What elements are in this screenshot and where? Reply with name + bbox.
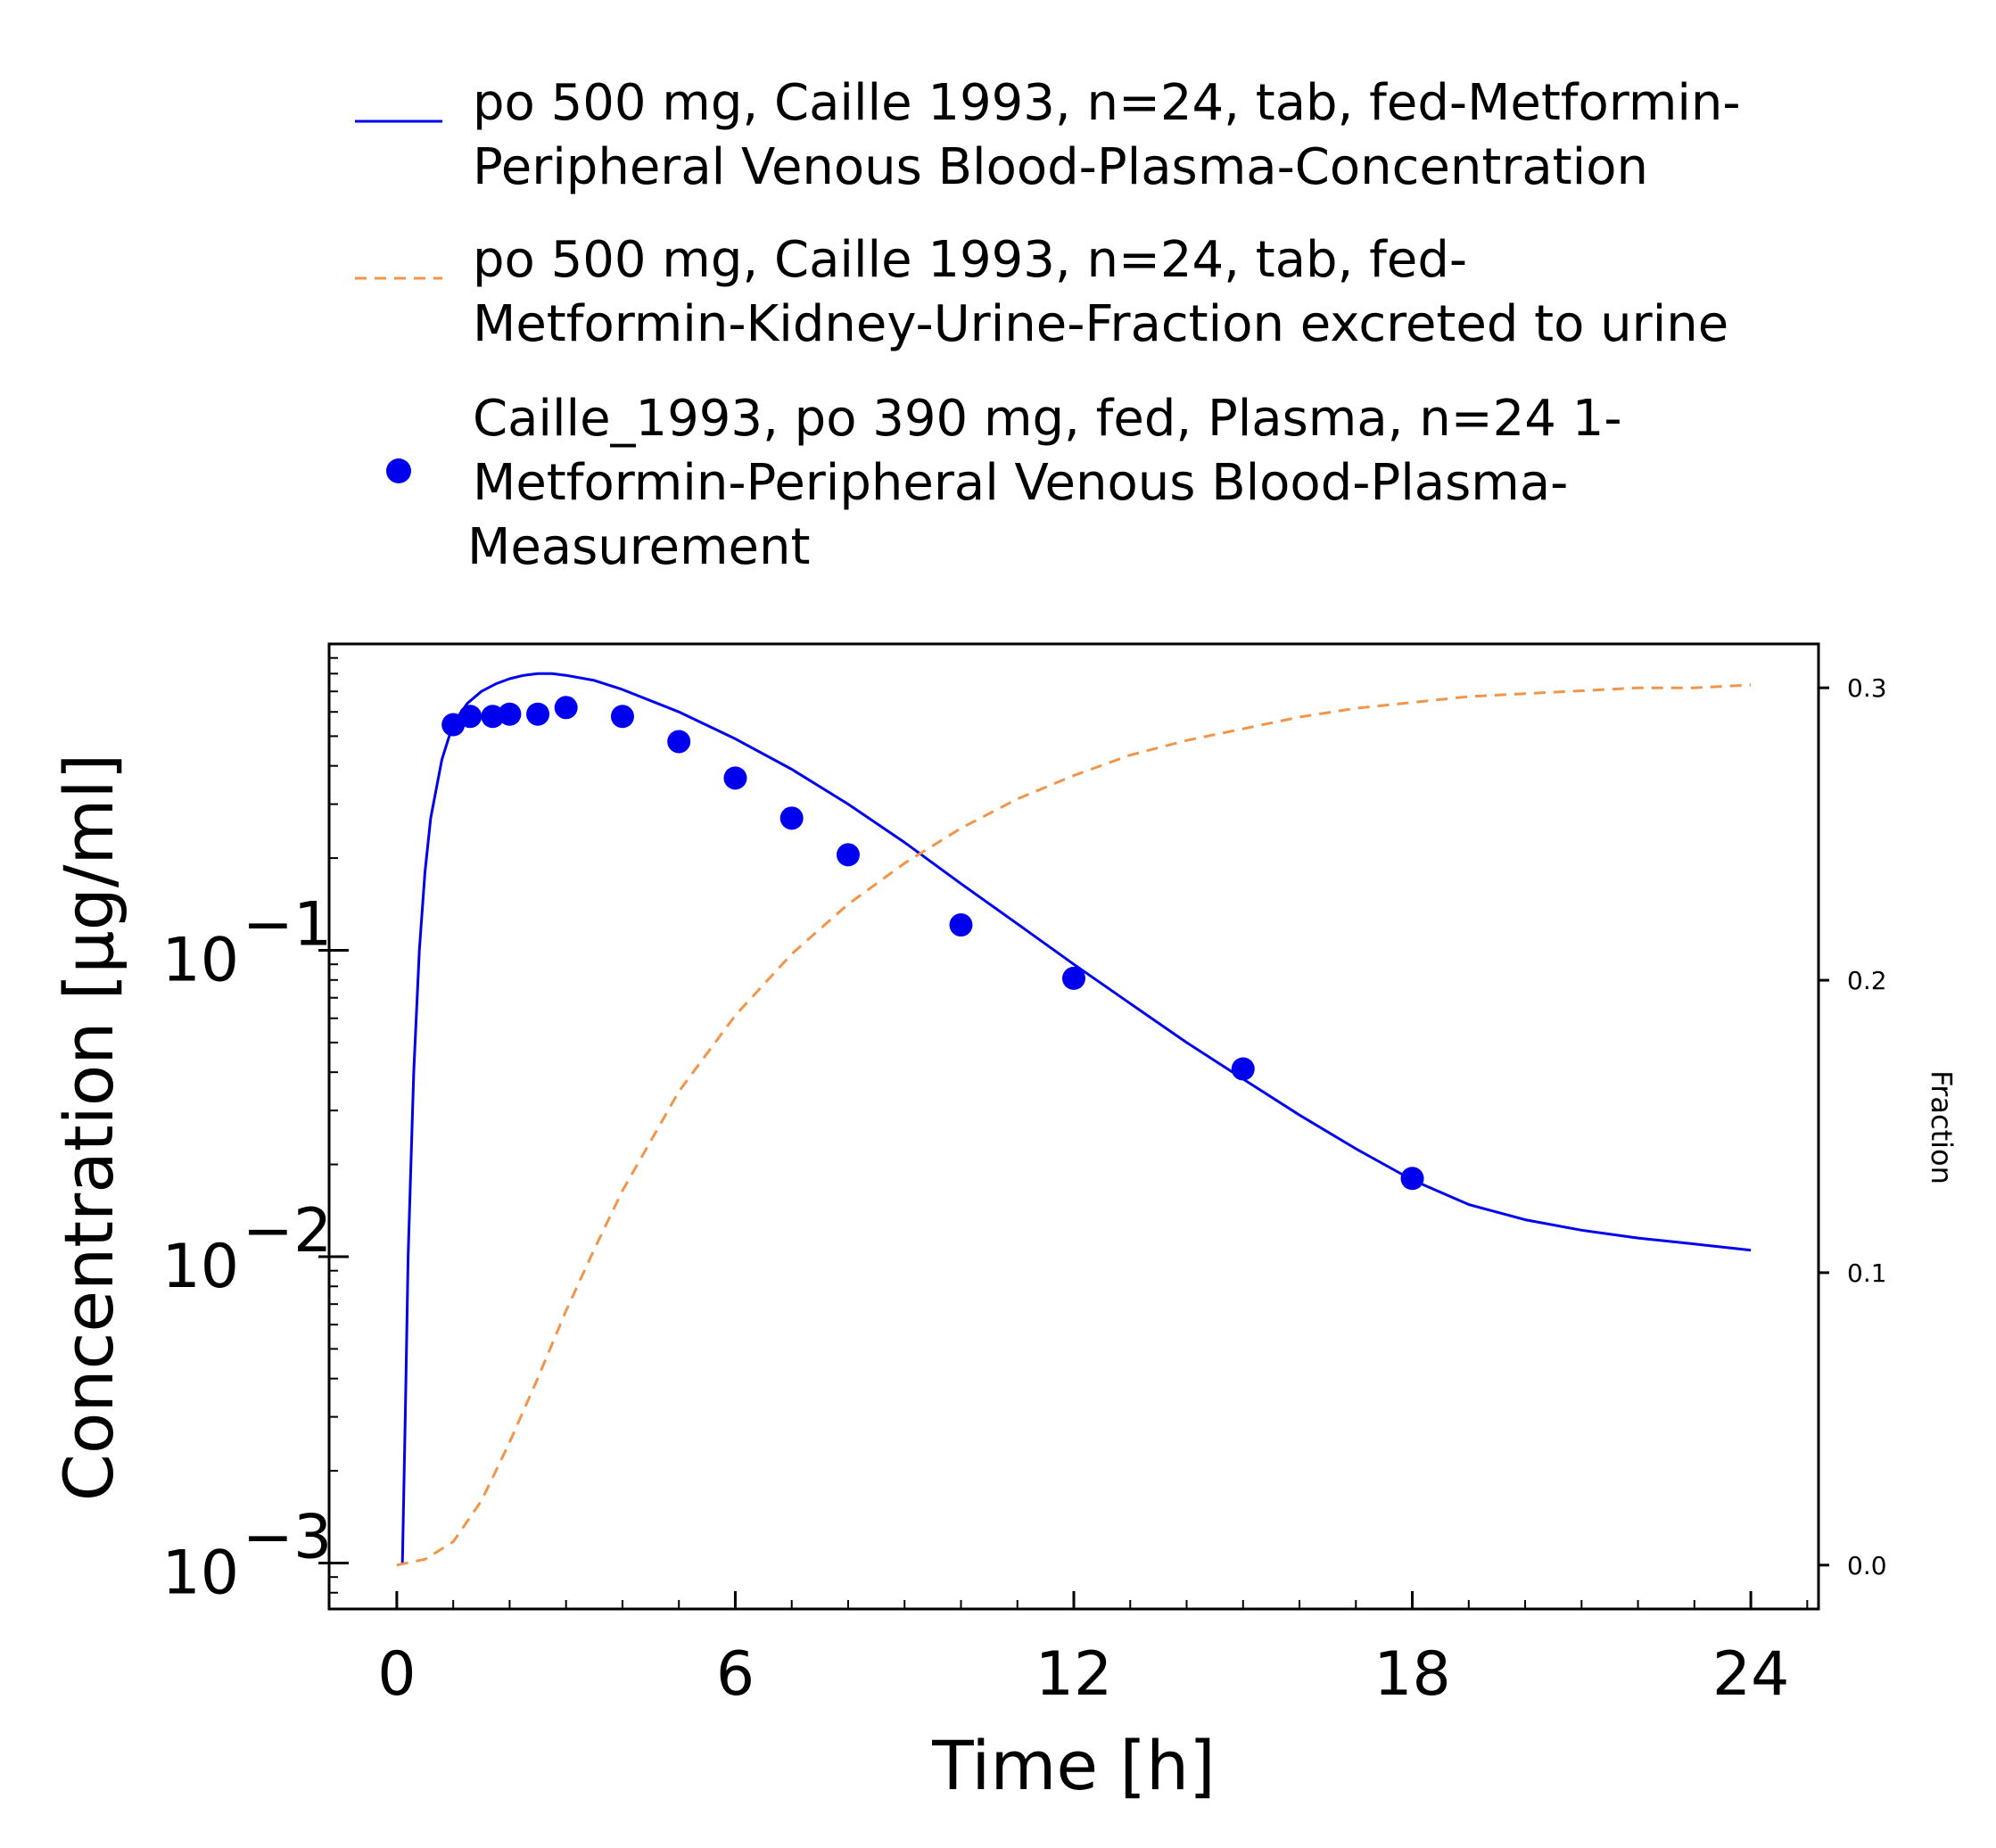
data-point-measurement [667,730,691,754]
series-line-fraction-urine [396,683,1752,1567]
legend-label-measurement-line3: Measurement [467,518,810,576]
minor-ticks [329,656,1809,1609]
y-axis-right: 0.0 0.1 0.2 0.3 [1819,673,1887,1580]
y-axis-left: 10−110−210−3 [161,889,349,1608]
legend-label-concentration-line1: po 500 mg, Caille 1993, n=24, tab, fed-M… [473,74,1741,132]
data-point-measurement [526,702,550,726]
y2-tick-label: 0.3 [1847,673,1887,703]
data-point-measurement [1400,1167,1424,1191]
data-point-measurement [723,766,747,790]
y2-axis-title: Fraction [1925,1070,1959,1184]
y2-tick-label: 0.2 [1847,966,1887,995]
series-line-plasma-concentration [400,672,1752,1563]
data-point-measurement [458,705,483,729]
legend-label-concentration-line2: Peripheral Venous Blood-Plasma-Concentra… [473,138,1648,196]
x-axis: 0 6 12 18 24 [377,1591,1789,1710]
data-point-measurement [610,705,634,729]
legend-marker-measurement-dot [386,458,411,483]
plot-area [327,642,1820,1611]
data-point-measurement [481,705,505,729]
legend-label-fraction-line2: Metformin-Kidney-Urine-Fraction excreted… [473,295,1728,353]
legend: po 500 mg, Caille 1993, n=24, tab, fed- M… [355,74,1741,576]
data-point-measurement [1231,1057,1255,1081]
y-tick-label-exponent: −2 [243,1196,332,1266]
y2-tick-label: 0.1 [1847,1258,1887,1288]
data-point-measurement [498,702,522,726]
data-point-measurement [1062,966,1085,990]
x-tick-label: 0 [377,1639,416,1710]
y-tick-label-base: 10 [161,1538,239,1608]
data-point-measurement [836,843,860,867]
y-tick-label-exponent: −3 [243,1502,332,1572]
series-layer [396,672,1752,1567]
legend-label-fraction-line1: po 500 mg, Caille 1993, n=24, tab, fed- [473,231,1467,289]
y-tick-label-base: 10 [161,1232,239,1302]
legend-label-measurement-line2: Metformin-Peripheral Venous Blood-Plasma… [473,454,1568,512]
data-point-measurement [554,696,578,720]
data-point-measurement [779,806,804,830]
y2-tick-label: 0.0 [1847,1551,1887,1580]
x-axis-title: Time [h] [931,1726,1216,1805]
x-tick-label: 18 [1373,1639,1451,1710]
data-point-measurement [949,913,973,937]
y-tick-label-exponent: −1 [243,889,332,960]
x-tick-label: 24 [1712,1639,1790,1710]
x-tick-label: 12 [1035,1639,1113,1710]
x-tick-label: 6 [716,1639,755,1710]
legend-label-measurement-line1: Caille_1993, po 390 mg, fed, Plasma, n=2… [473,390,1622,448]
y-axis-title: Concentration [µg/ml] [49,754,128,1501]
y-tick-label-base: 10 [161,925,239,995]
